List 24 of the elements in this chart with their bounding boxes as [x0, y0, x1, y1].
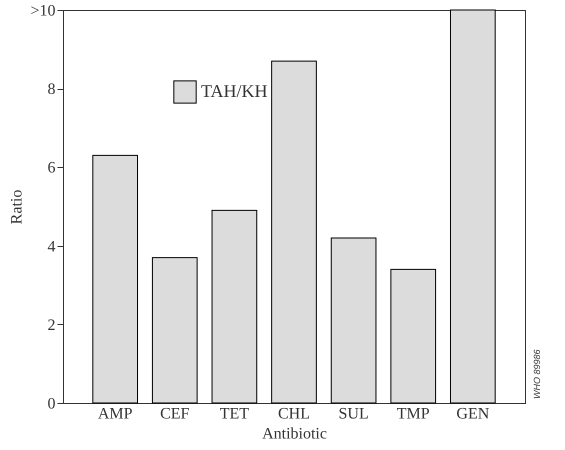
- y-tick-label: 8: [48, 81, 56, 98]
- y-tick-label: 0: [48, 396, 56, 412]
- bar: [92, 154, 138, 404]
- text: WHO 89986: [532, 349, 542, 399]
- y-axis-title: Ratio: [8, 190, 26, 224]
- x-tick-label: TET: [220, 406, 250, 422]
- bar: [390, 268, 436, 404]
- legend-label: TAH/KH: [201, 81, 268, 101]
- x-axis-title: Antibiotic: [262, 426, 327, 442]
- x-tick-label: CHL: [278, 406, 310, 422]
- x-tick-label: TMP: [396, 406, 430, 422]
- x-tick-label: GEN: [456, 406, 490, 422]
- x-tick-label: SUL: [338, 406, 369, 422]
- bar: [271, 60, 317, 404]
- y-tick-label: >10: [30, 2, 56, 20]
- y-tick-label: 6: [48, 160, 56, 177]
- x-tick-label: AMP: [98, 406, 133, 422]
- bar: [450, 10, 496, 404]
- y-tick-label: 2: [48, 316, 56, 334]
- y-tick-label: 4: [48, 238, 56, 256]
- bar: [212, 210, 258, 404]
- bar: [330, 237, 376, 404]
- x-tick-label: CEF: [160, 406, 190, 422]
- bar: [152, 257, 198, 404]
